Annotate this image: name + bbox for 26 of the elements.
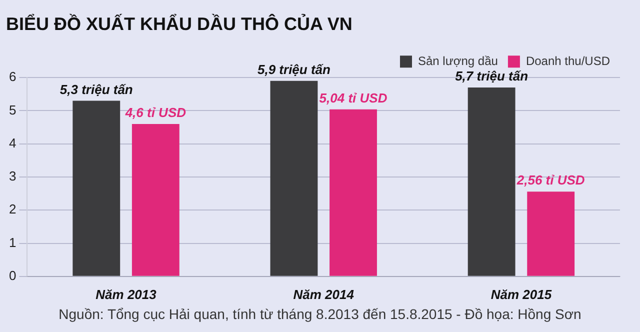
chart-title: BIỂU ĐỒ XUẤT KHẨU DẦU THÔ CỦA VN xyxy=(6,12,352,34)
y-tick-label: 1 xyxy=(8,234,16,250)
x-tick-label: Năm 2015 xyxy=(490,286,552,302)
bar xyxy=(132,124,180,276)
text: Nguồn: Tổng cục Hải quan, tính từ tháng 8.2013 đến 15.8.2015 - Đồ họa: Hồng Sơn xyxy=(58,306,582,322)
bar xyxy=(468,88,516,276)
x-tick-label: Năm 2014 xyxy=(293,286,355,302)
bar xyxy=(330,109,377,276)
y-tick-label: 5 xyxy=(8,102,16,118)
data-label: 5,3 triệu tấn xyxy=(60,82,133,97)
legend-label: Sản lượng dầu xyxy=(418,54,498,68)
bar xyxy=(270,80,318,276)
bar xyxy=(527,192,575,276)
data-label: 5,04 tỉ USD xyxy=(319,90,388,106)
y-tick-label: 4 xyxy=(8,135,16,150)
y-tick-label: 2 xyxy=(8,202,16,217)
data-label: 2,56 tỉ USD xyxy=(516,172,586,188)
data-label: 4,6 tỉ USD xyxy=(124,105,187,120)
x-tick-label: Năm 2013 xyxy=(96,286,158,302)
y-tick-label: 3 xyxy=(8,168,16,184)
y-tick-label: 6 xyxy=(8,69,16,84)
y-tick-label: 0 xyxy=(8,268,16,283)
data-label: 5,7 triệu tấn xyxy=(455,68,528,84)
legend-label: Doanh thu/USD xyxy=(526,54,610,68)
bar xyxy=(72,100,120,276)
data-label: 5,9 triệu tấn xyxy=(257,62,331,77)
